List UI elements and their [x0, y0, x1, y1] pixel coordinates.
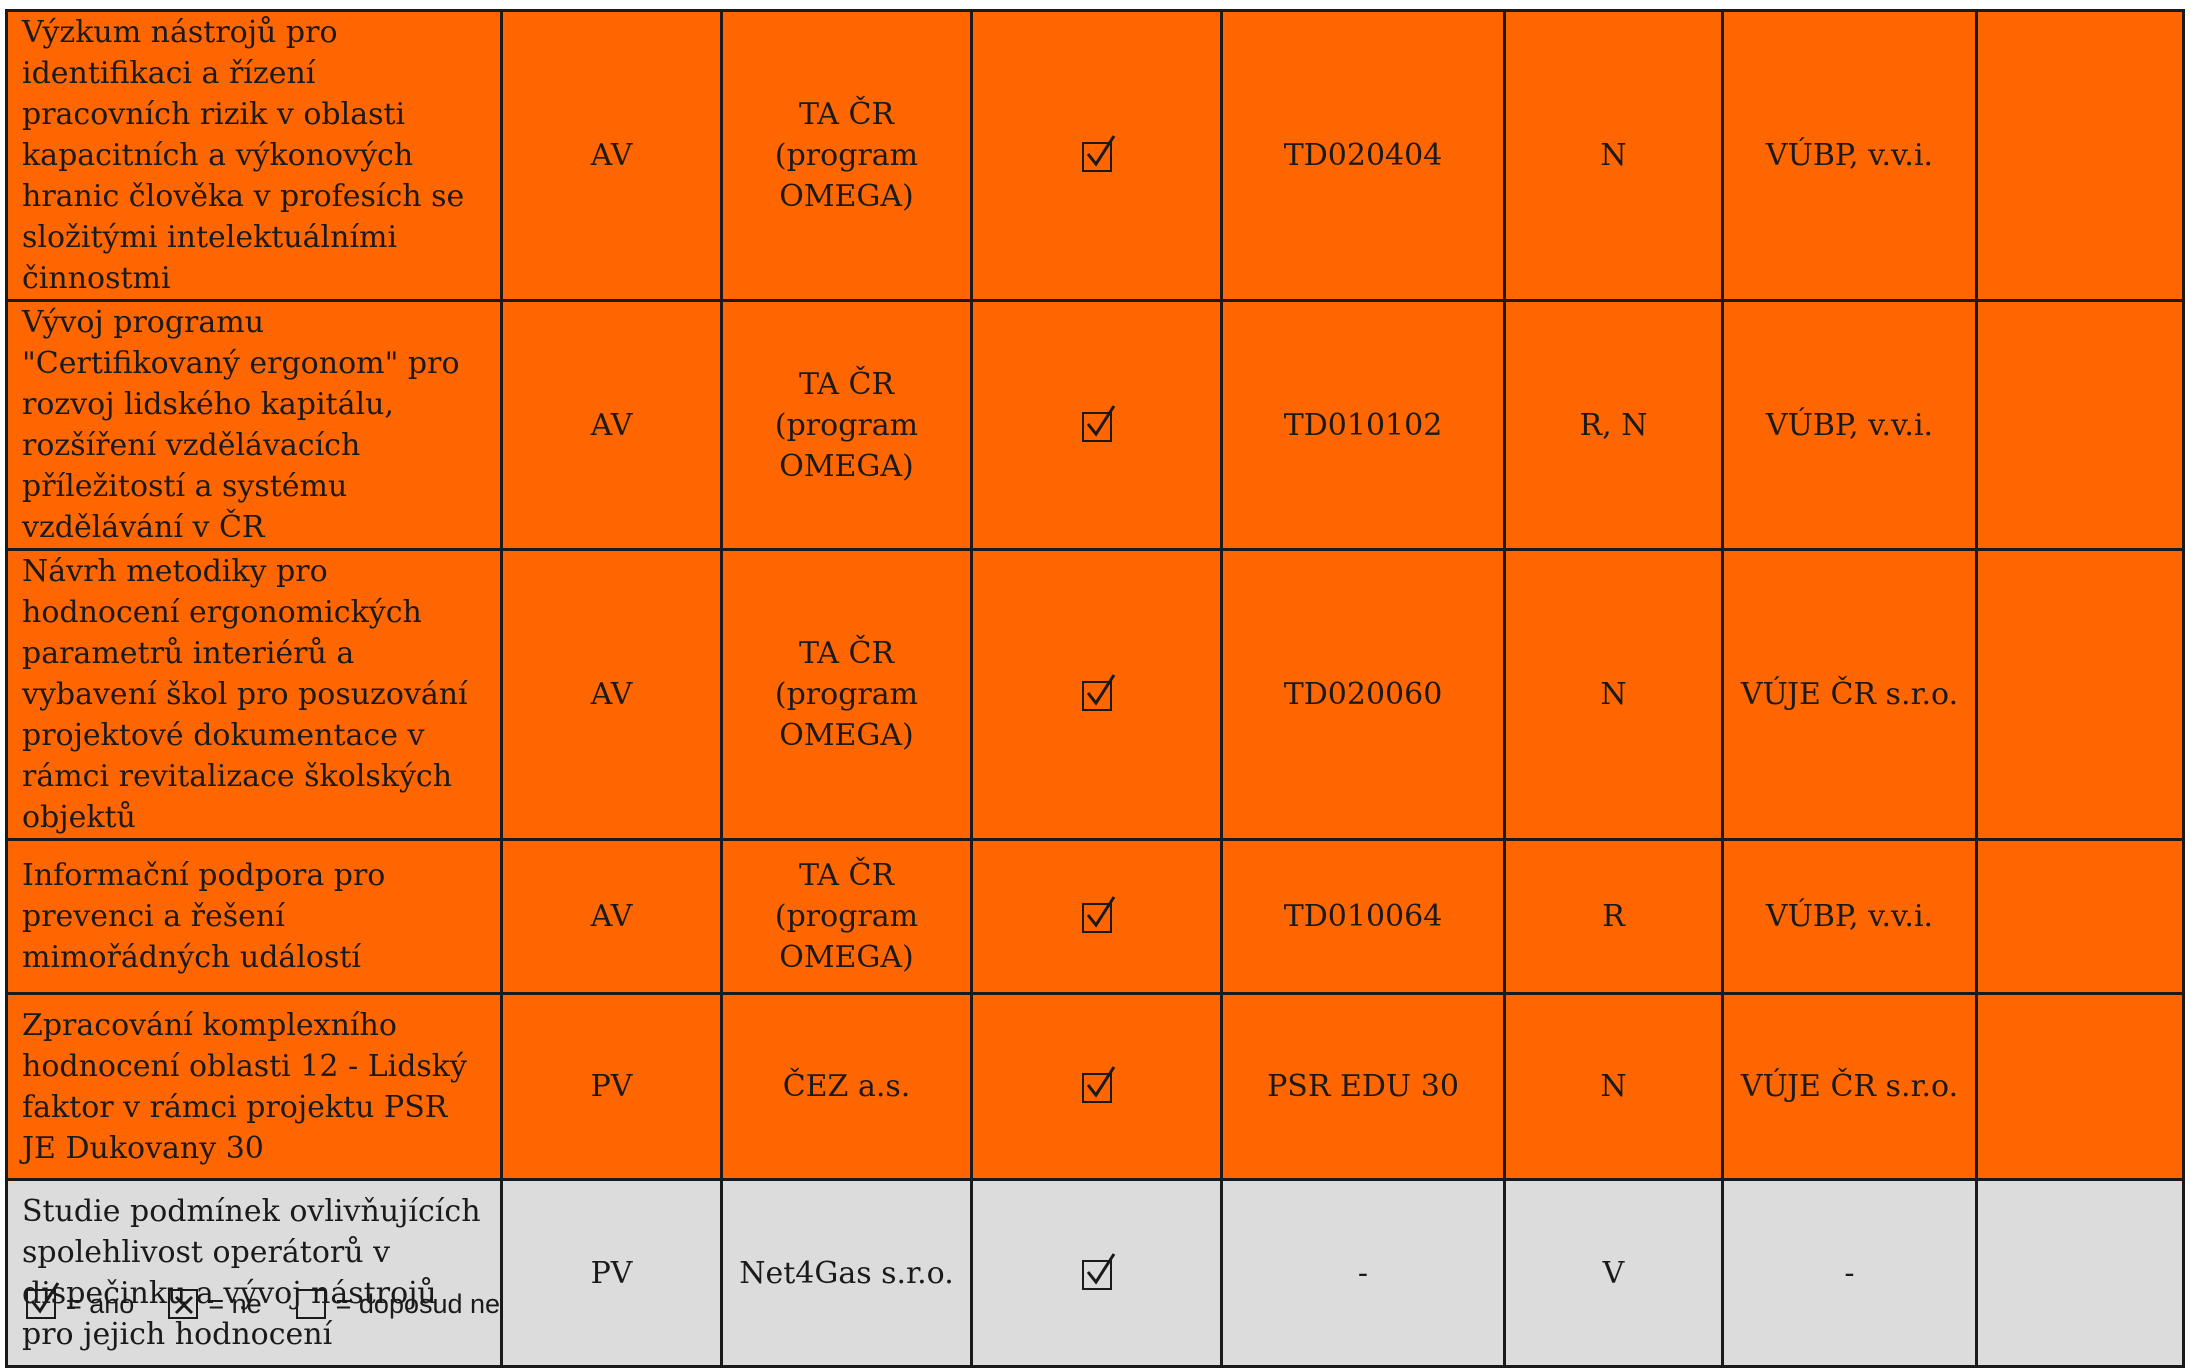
project-note [1975, 548, 2185, 841]
project-code: TD010102 [1220, 299, 1506, 551]
project-note [1975, 838, 2185, 995]
legend-item: = ano [26, 1282, 135, 1320]
project-code: TD020404 [1220, 9, 1506, 302]
status-cell [970, 299, 1223, 551]
legend-label: = ne [208, 1288, 262, 1319]
provider-text: TA ČR (program OMEGA) [774, 636, 919, 753]
table-row: Zpracování komplexního hodnocení oblasti… [5, 992, 2185, 1181]
project-note [1975, 299, 2185, 551]
status-cell [970, 1178, 1223, 1368]
legend-item: = ne [168, 1288, 262, 1320]
projects-table: Výzkum nástrojů pro identifikaci a řízen… [5, 9, 2185, 1368]
project-type: PV [500, 1178, 723, 1368]
project-partner: VÚBP, v.v.i. [1721, 838, 1978, 995]
table-row: Výzkum nástrojů pro identifikaci a řízen… [5, 9, 2185, 302]
legend-label: = doposud ne [335, 1288, 501, 1319]
project-code: - [1220, 1178, 1506, 1368]
checked-box-icon [1081, 674, 1115, 711]
project-provider: ČEZ a.s. [720, 992, 973, 1181]
provider-text: TA ČR (program OMEGA) [774, 858, 919, 975]
checked-box-icon [1081, 404, 1115, 442]
table-row: Vývoj programu "Certifikovaný ergonom" p… [5, 299, 2185, 551]
project-note [1975, 1178, 2185, 1368]
project-title: Vývoj programu "Certifikovaný ergonom" p… [5, 299, 503, 551]
project-provider: TA ČR (program OMEGA) [720, 838, 973, 995]
project-category: N [1503, 548, 1724, 841]
project-partner: VÚJE ČR s.r.o. [1721, 548, 1978, 841]
project-provider: TA ČR (program OMEGA) [720, 548, 973, 841]
project-type: AV [500, 9, 723, 302]
status-cell [970, 992, 1223, 1181]
project-provider: Net4Gas s.r.o. [720, 1178, 973, 1368]
legend: = ano = ne = doposud ne [26, 1282, 534, 1324]
project-type: AV [500, 548, 723, 841]
checked-box-icon [26, 1282, 60, 1319]
crossed-box-icon [168, 1289, 199, 1319]
table-row: Informační podpora pro prevenci a řešení… [5, 838, 2185, 995]
project-provider: TA ČR (program OMEGA) [720, 9, 973, 302]
project-partner: VÚBP, v.v.i. [1721, 299, 1978, 551]
status-cell [970, 838, 1223, 995]
project-category: R, N [1503, 299, 1724, 551]
checked-box-icon [1081, 135, 1115, 172]
project-partner: VÚJE ČR s.r.o. [1721, 992, 1978, 1181]
checked-box-icon [1081, 1252, 1115, 1290]
project-category: V [1503, 1178, 1724, 1368]
project-note [1975, 9, 2185, 302]
project-title: Výzkum nástrojů pro identifikaci a řízen… [5, 9, 503, 302]
project-category: R [1503, 838, 1724, 995]
project-title: Návrh metodiky pro hodnocení ergonomický… [5, 548, 503, 841]
provider-text: TA ČR (program OMEGA) [774, 366, 919, 484]
project-category: N [1503, 9, 1724, 302]
project-code: TD010064 [1220, 838, 1506, 995]
project-code: TD020060 [1220, 548, 1506, 841]
status-cell [970, 548, 1223, 841]
status-cell [970, 9, 1223, 302]
project-category: N [1503, 992, 1724, 1181]
project-type: PV [500, 992, 723, 1181]
checked-box-icon [1081, 1066, 1115, 1103]
table-row: Studie podmínek ovlivňujících spolehlivo… [5, 1178, 2185, 1368]
project-title: Studie podmínek ovlivňujících spolehlivo… [5, 1178, 503, 1368]
project-title: Zpracování komplexního hodnocení oblasti… [5, 992, 503, 1181]
project-code: PSR EDU 30 [1220, 992, 1506, 1181]
empty-box-icon [295, 1289, 326, 1319]
project-partner: VÚBP, v.v.i. [1721, 9, 1978, 302]
legend-item: = doposud ne [295, 1288, 501, 1320]
provider-text: TA ČR (program OMEGA) [774, 97, 919, 214]
project-partner: - [1721, 1178, 1978, 1368]
project-title: Informační podpora pro prevenci a řešení… [5, 838, 503, 995]
project-note [1975, 992, 2185, 1181]
checked-box-icon [1081, 896, 1115, 933]
project-type: AV [500, 838, 723, 995]
legend-label: = ano [66, 1288, 135, 1319]
project-type: AV [500, 299, 723, 551]
project-provider: TA ČR (program OMEGA) [720, 299, 973, 551]
table-row: Návrh metodiky pro hodnocení ergonomický… [5, 548, 2185, 841]
